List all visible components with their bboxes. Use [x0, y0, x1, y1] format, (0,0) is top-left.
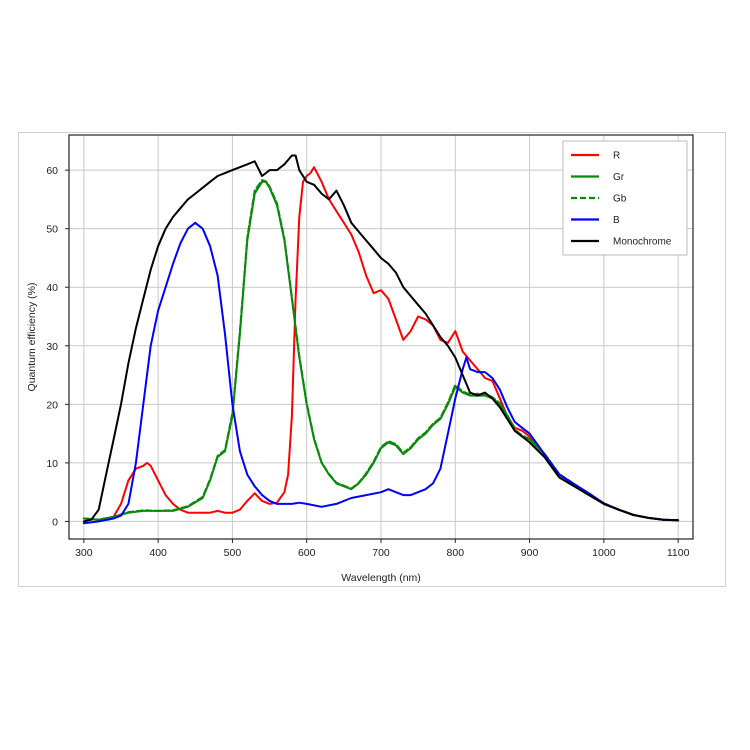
series-layer — [82, 154, 680, 525]
x-tick-label: 1100 — [667, 547, 690, 559]
series-line-b — [82, 221, 680, 525]
y-axis-title: Quantum efficiency (%) — [26, 283, 38, 392]
legend-label-gb: Gb — [613, 194, 627, 205]
legend-label-gr: Gr — [613, 172, 625, 183]
x-tick-label: 400 — [149, 547, 167, 559]
legend-label-b: B — [613, 215, 620, 226]
y-tick-label: 60 — [46, 165, 58, 177]
legend-label-monochrome: Monochrome — [613, 237, 672, 248]
quantum-efficiency-chart: 300 400 500 600 700 800 900 1000 1100 0 10 20 30 40 5… — [26, 134, 694, 584]
chart-frame: 300 400 500 600 700 800 900 1000 1100 0 10 20 30 40 5… — [18, 132, 726, 587]
legend: R Gr Gb B Monochrome — [562, 140, 688, 256]
y-tick-label: 0 — [52, 516, 58, 528]
x-tick-label: 500 — [224, 547, 242, 559]
x-tick-label: 700 — [372, 547, 390, 559]
x-tick-label: 1000 — [592, 547, 616, 559]
y-tick-label: 40 — [46, 282, 58, 294]
y-tick-label: 50 — [46, 224, 58, 236]
y-tick-label: 20 — [46, 399, 58, 411]
legend-label-r: R — [613, 151, 620, 162]
x-axis-title: Wavelength (nm) — [341, 572, 421, 584]
y-axis-ticks: 0 10 20 30 40 50 60 — [46, 165, 69, 528]
series-line-gb — [82, 179, 680, 522]
x-tick-label: 800 — [447, 547, 465, 559]
x-axis-ticks: 300 400 500 600 700 800 900 1000 1100 — [75, 539, 690, 559]
x-tick-label: 600 — [298, 547, 316, 559]
series-line-monochrome — [82, 154, 680, 523]
y-tick-label: 10 — [46, 458, 58, 470]
y-tick-label: 30 — [46, 341, 58, 353]
x-tick-label: 300 — [75, 547, 93, 559]
x-tick-label: 900 — [521, 547, 539, 559]
